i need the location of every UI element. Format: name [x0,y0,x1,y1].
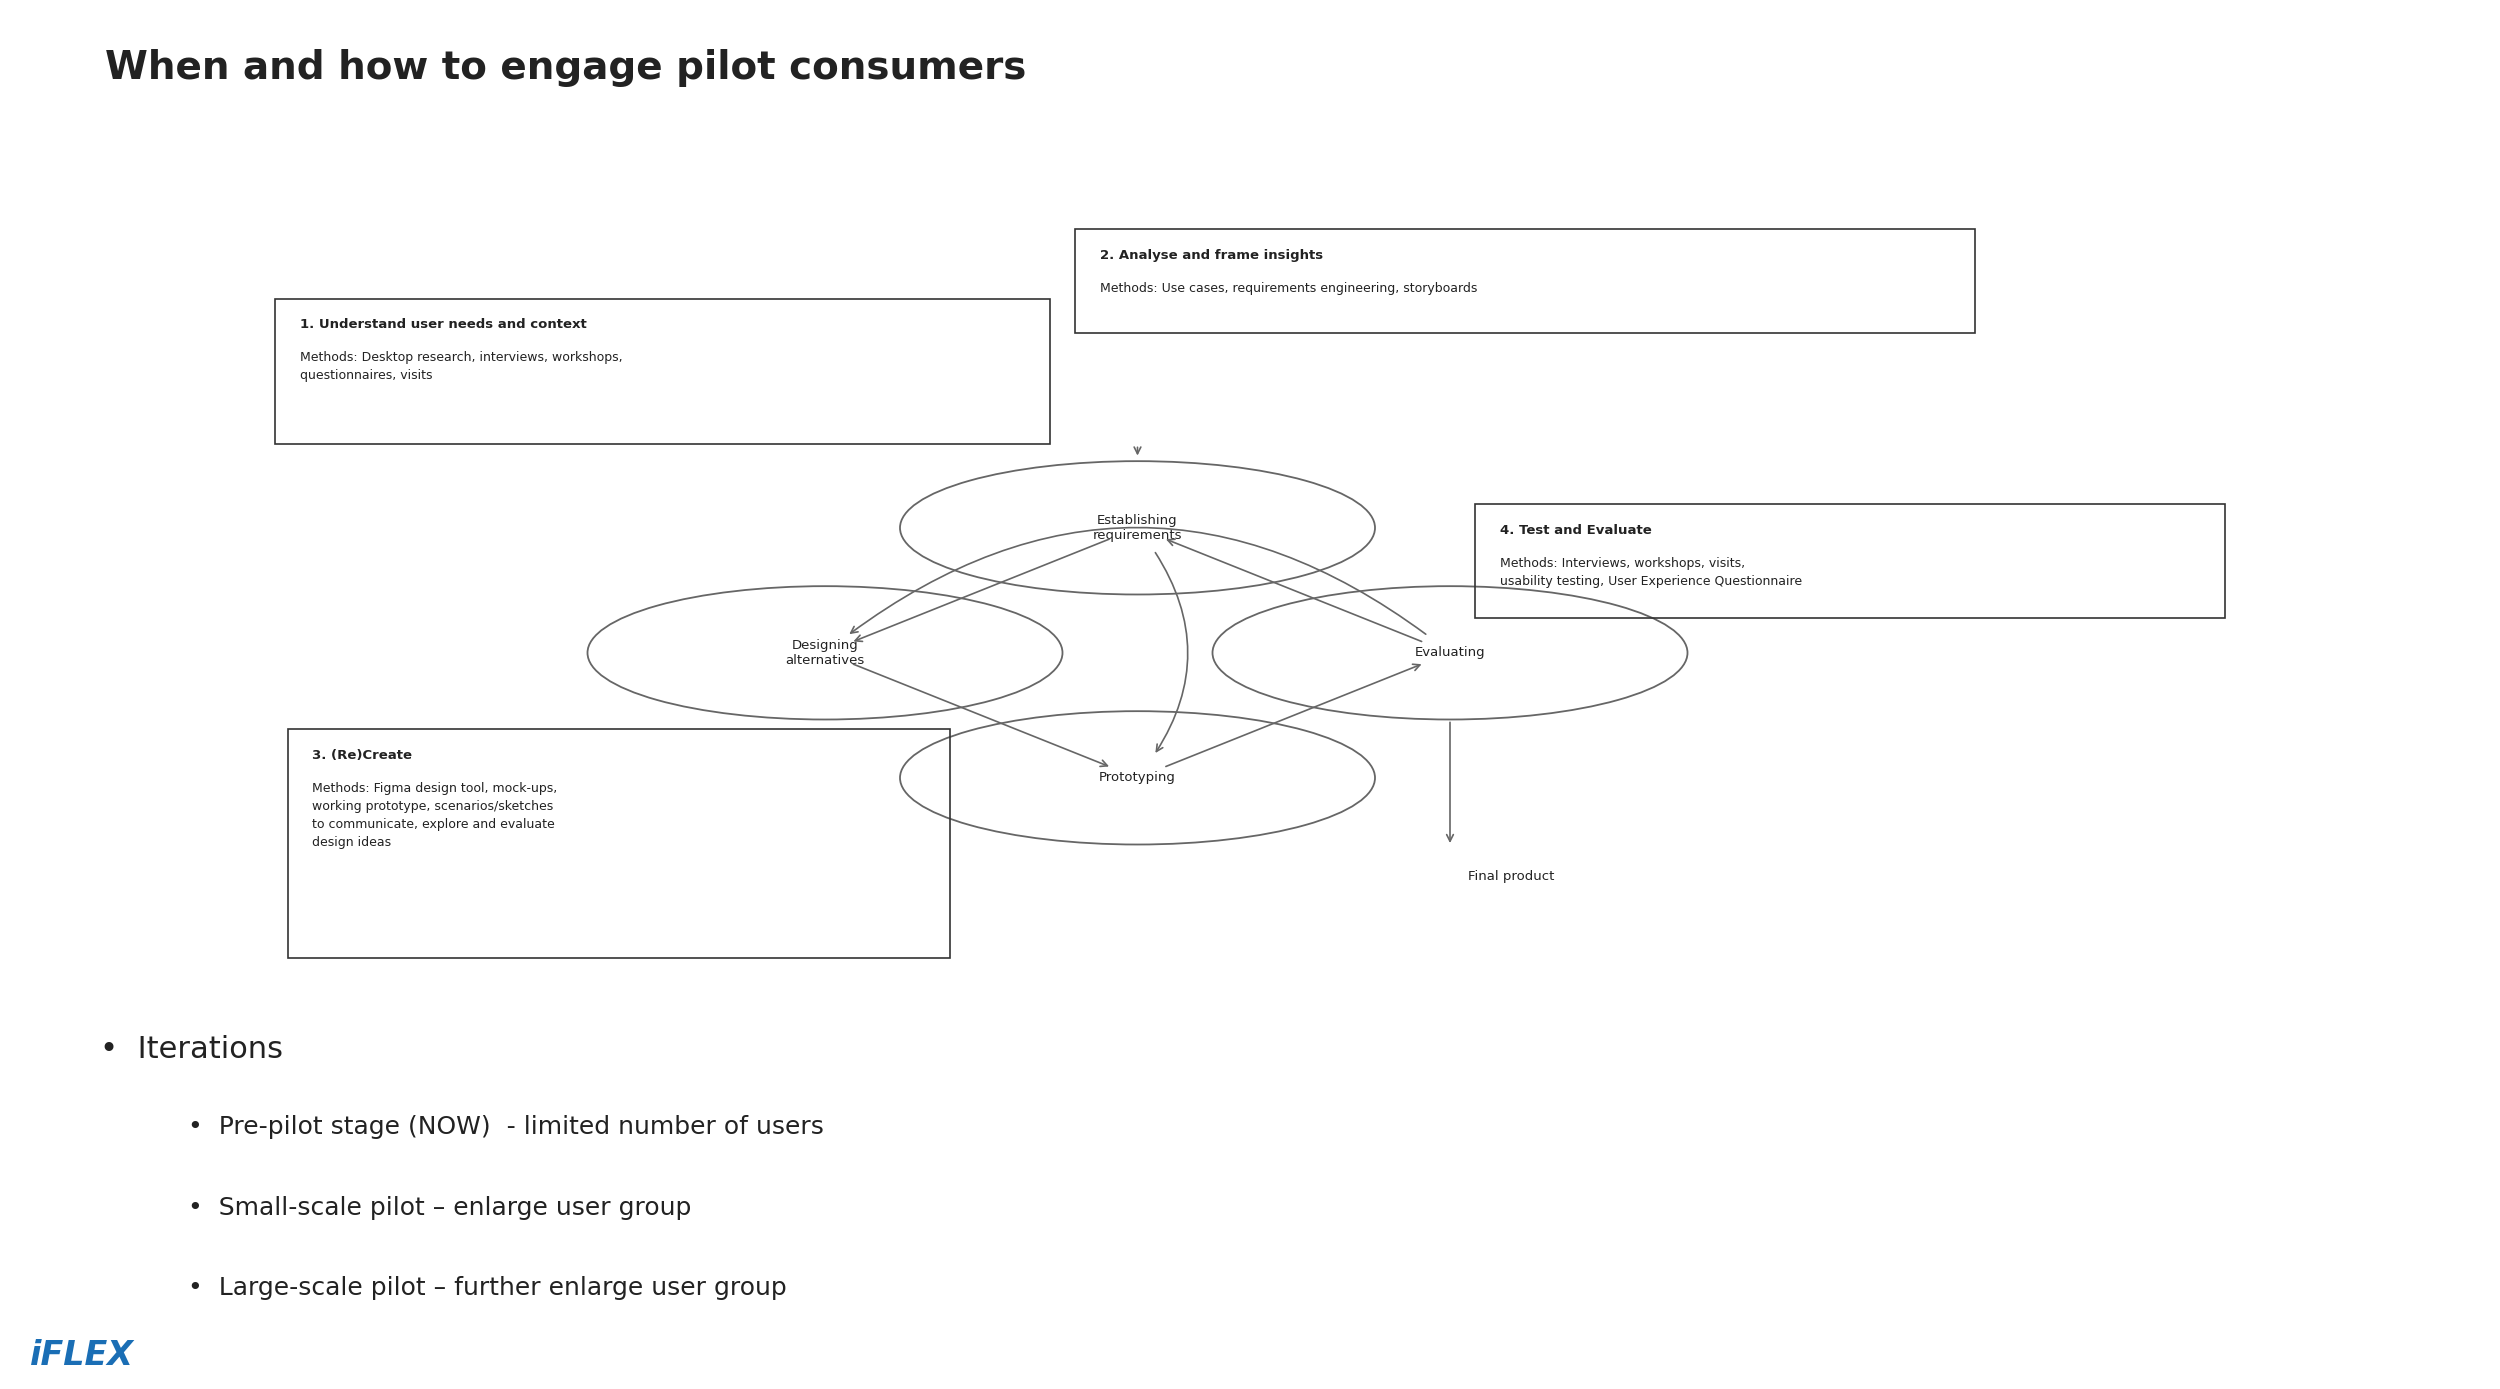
Text: •  Iterations: • Iterations [100,1035,282,1064]
Text: •  Large-scale pilot – further enlarge user group: • Large-scale pilot – further enlarge us… [188,1276,785,1300]
Text: •  Small-scale pilot – enlarge user group: • Small-scale pilot – enlarge user group [188,1196,690,1220]
Text: 2. Analyse and frame insights: 2. Analyse and frame insights [1100,249,1322,261]
Text: Establishing
requirements: Establishing requirements [1092,514,1182,542]
Text: Evaluating: Evaluating [1415,646,1485,660]
Text: Prototyping: Prototyping [1100,771,1175,785]
Text: Designing
alternatives: Designing alternatives [785,639,865,667]
Text: Methods: Figma design tool, mock-ups,
working prototype, scenarios/sketches
to c: Methods: Figma design tool, mock-ups, wo… [312,782,558,849]
Text: Methods: Interviews, workshops, visits,
usability testing, User Experience Quest: Methods: Interviews, workshops, visits, … [1500,557,1802,588]
Text: 3. (Re)Create: 3. (Re)Create [312,749,412,761]
Text: Methods: Use cases, requirements engineering, storyboards: Methods: Use cases, requirements enginee… [1100,282,1478,294]
Text: •  Pre-pilot stage (NOW)  - limited number of users: • Pre-pilot stage (NOW) - limited number… [188,1115,822,1139]
Text: Methods: Desktop research, interviews, workshops,
questionnaires, visits: Methods: Desktop research, interviews, w… [300,351,622,382]
Text: Final product: Final product [1468,870,1555,882]
Text: When and how to engage pilot consumers: When and how to engage pilot consumers [105,49,1028,86]
Text: 4. Test and Evaluate: 4. Test and Evaluate [1500,524,1653,536]
Text: iFLEX: iFLEX [30,1339,135,1372]
Text: 1. Understand user needs and context: 1. Understand user needs and context [300,318,588,331]
